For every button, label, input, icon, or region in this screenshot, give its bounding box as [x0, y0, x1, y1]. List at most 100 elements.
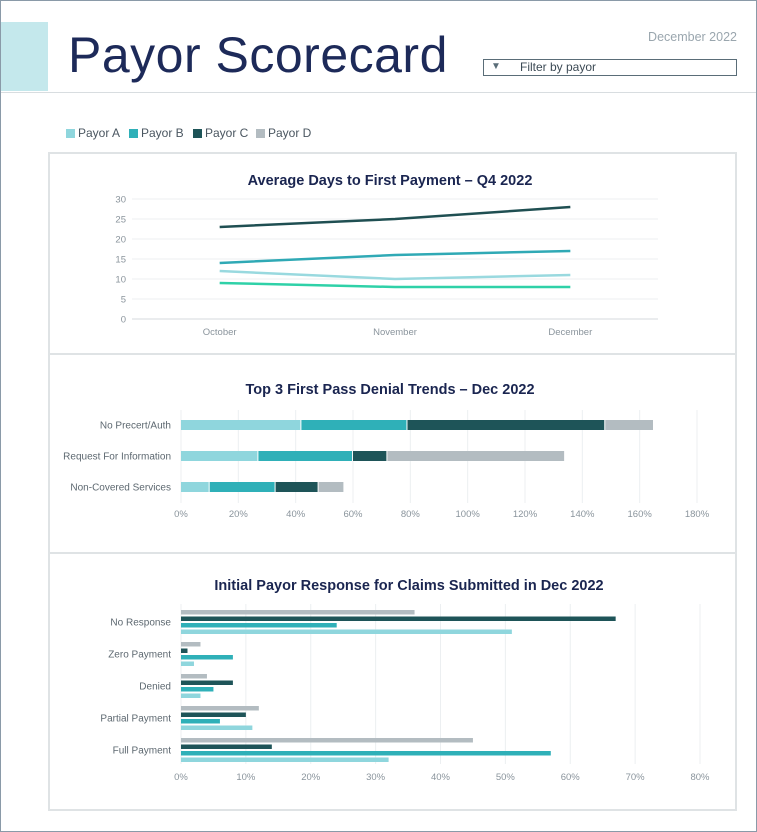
report-date: December 2022: [648, 30, 737, 44]
x-tick-label: 70%: [626, 772, 646, 783]
days-to-payment-panel: Average Days to First Payment – Q4 2022 0…: [48, 152, 737, 355]
bar-zero-payment-payor-d: [181, 642, 201, 647]
legend-swatch: [129, 129, 138, 138]
bar-full-payment-payor-b: [181, 751, 551, 756]
bar-partial-payment-payor-a: [181, 725, 253, 730]
category-label: Zero Payment: [108, 650, 171, 661]
triangle-down-icon: ▼: [491, 61, 501, 72]
category-label: Denied: [139, 682, 171, 693]
x-tick-label: October: [203, 327, 237, 338]
filter-label: Filter by payor: [520, 60, 597, 74]
bar-partial-payment-payor-d: [181, 706, 259, 711]
bar-no-precert-auth-payor-c: [407, 420, 605, 430]
legend-swatch: [66, 129, 75, 138]
payor-response-bar-chart: Initial Payor Response for Claims Submit…: [100, 578, 710, 783]
y-tick-label: 0: [121, 315, 126, 326]
bar-zero-payment-payor-a: [181, 661, 194, 666]
legend-swatch: [256, 129, 265, 138]
series-line-payor-b: [219, 249, 571, 265]
category-label: Non-Covered Services: [70, 483, 171, 494]
bar-partial-payment-payor-c: [181, 712, 246, 717]
bar-request-for-information-payor-d: [387, 451, 565, 461]
bar-no-response-payor-d: [181, 610, 415, 615]
bar-full-payment-payor-c: [181, 744, 272, 749]
category-label: No Response: [110, 618, 171, 629]
chart-title: Average Days to First Payment – Q4 2022: [248, 173, 533, 189]
category-label: No Precert/Auth: [100, 421, 171, 432]
payor-response-panel: Initial Payor Response for Claims Submit…: [48, 552, 737, 811]
x-tick-label: 40%: [286, 509, 306, 520]
legend-item-payor-c: Payor C: [193, 125, 248, 141]
x-tick-label: 0%: [174, 772, 188, 783]
y-tick-label: 15: [115, 255, 126, 266]
bar-full-payment-payor-a: [181, 757, 389, 762]
legend-label: Payor D: [268, 126, 312, 140]
legend-item-payor-d: Payor D: [256, 125, 311, 141]
page-title: Payor Scorecard: [68, 27, 448, 83]
series-line-payor-d: [219, 281, 571, 289]
bar-non-covered-services-payor-a: [181, 482, 209, 492]
x-tick-label: 40%: [431, 772, 451, 783]
x-tick-label: 60%: [561, 772, 581, 783]
bar-zero-payment-payor-b: [181, 655, 233, 660]
bar-no-precert-auth-payor-d: [605, 420, 653, 430]
bar-denied-payor-d: [181, 674, 207, 679]
x-tick-label: 140%: [570, 509, 595, 520]
x-tick-label: 80%: [690, 772, 710, 783]
category-label: Partial Payment: [100, 714, 171, 725]
legend-label: Payor B: [141, 126, 184, 140]
y-tick-label: 5: [121, 295, 126, 306]
bar-no-response-payor-b: [181, 623, 337, 628]
bar-no-response-payor-a: [181, 629, 512, 634]
bar-non-covered-services-payor-c: [275, 482, 318, 492]
x-tick-label: 30%: [366, 772, 386, 783]
legend-label: Payor A: [78, 126, 121, 140]
bar-full-payment-payor-d: [181, 738, 473, 743]
x-tick-label: 180%: [685, 509, 710, 520]
bar-no-precert-auth-payor-a: [181, 420, 301, 430]
denial-trends-bar-chart: Top 3 First Pass Denial Trends – Dec 202…: [63, 382, 710, 520]
bar-no-response-payor-c: [181, 616, 616, 621]
bar-non-covered-services-payor-b: [209, 482, 275, 492]
x-tick-label: 100%: [456, 509, 481, 520]
y-tick-label: 30: [115, 195, 126, 206]
x-tick-label: 120%: [513, 509, 538, 520]
bar-request-for-information-payor-b: [258, 451, 352, 461]
bar-request-for-information-payor-c: [353, 451, 387, 461]
x-tick-label: 0%: [174, 509, 188, 520]
y-tick-label: 25: [115, 215, 126, 226]
bar-no-precert-auth-payor-b: [301, 420, 407, 430]
x-tick-label: 50%: [496, 772, 516, 783]
bar-request-for-information-payor-a: [181, 451, 258, 461]
bar-denied-payor-c: [181, 680, 233, 685]
x-tick-label: December: [548, 327, 592, 338]
legend-swatch: [193, 129, 202, 138]
category-label: Full Payment: [113, 746, 172, 757]
y-tick-label: 10: [115, 275, 126, 286]
chart-title: Initial Payor Response for Claims Submit…: [214, 578, 603, 594]
x-tick-label: November: [373, 327, 417, 338]
x-tick-label: 20%: [229, 509, 249, 520]
y-tick-label: 20: [115, 235, 126, 246]
x-tick-label: 60%: [343, 509, 363, 520]
x-tick-label: 80%: [401, 509, 421, 520]
series-line-payor-a: [219, 269, 571, 281]
denial-trends-panel: Top 3 First Pass Denial Trends – Dec 202…: [48, 353, 737, 554]
header-divider: [1, 92, 756, 93]
bar-partial-payment-payor-b: [181, 719, 220, 724]
category-label: Request For Information: [63, 452, 171, 463]
bar-zero-payment-payor-c: [181, 648, 188, 653]
legend-label: Payor C: [205, 126, 249, 140]
bar-denied-payor-b: [181, 687, 214, 692]
filter-by-payor-dropdown[interactable]: ▼ Filter by payor: [483, 59, 737, 76]
days-to-payment-line-chart: Average Days to First Payment – Q4 2022 0…: [115, 173, 658, 338]
x-tick-label: 160%: [628, 509, 653, 520]
header-accent-block: [1, 22, 48, 91]
x-tick-label: 20%: [301, 772, 321, 783]
x-tick-label: 10%: [236, 772, 256, 783]
bar-non-covered-services-payor-d: [318, 482, 344, 492]
legend-item-payor-b: Payor B: [129, 125, 184, 141]
bar-denied-payor-a: [181, 693, 201, 698]
legend-item-payor-a: Payor A: [66, 125, 120, 141]
chart-title: Top 3 First Pass Denial Trends – Dec 202…: [245, 382, 534, 398]
